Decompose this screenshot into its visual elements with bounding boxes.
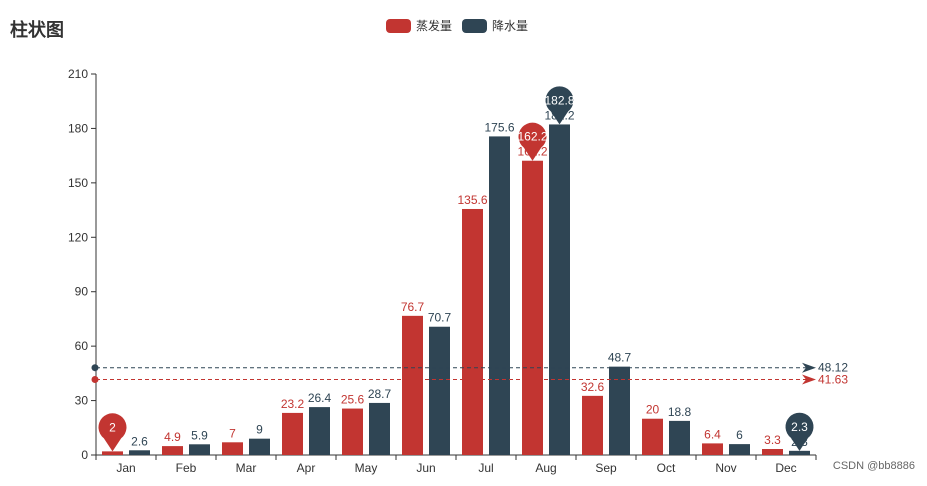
data-label: 70.7 — [428, 311, 452, 325]
x-tick-label: Nov — [715, 461, 736, 475]
data-label: 135.6 — [457, 193, 487, 207]
bar-precipitation — [129, 450, 150, 455]
bar-evaporation — [762, 449, 783, 455]
average-line-label: 48.12 — [818, 361, 848, 375]
bar-precipitation — [489, 136, 510, 455]
watermark: CSDN @bb8886 — [832, 460, 915, 472]
bar-evaporation — [702, 443, 723, 455]
bar-precipitation — [249, 438, 270, 455]
data-label: 18.8 — [668, 405, 692, 419]
bar-evaporation — [462, 208, 483, 455]
legend-item-evaporation[interactable]: 蒸发量 — [386, 17, 452, 34]
average-line-start — [91, 364, 99, 372]
data-label: 76.7 — [401, 300, 425, 314]
x-tick-label: Jun — [416, 461, 435, 475]
data-label: 20 — [646, 403, 660, 417]
data-label: 2.6 — [131, 434, 148, 448]
data-label: 175.6 — [484, 120, 514, 134]
data-label: 48.7 — [608, 351, 632, 365]
legend-swatch-evaporation — [386, 18, 411, 33]
data-label: 6.4 — [704, 427, 721, 441]
data-label: 28.7 — [368, 387, 392, 401]
x-tick-label: Aug — [535, 461, 556, 475]
y-tick-label: 210 — [68, 67, 88, 81]
average-line-label: 41.63 — [818, 372, 848, 386]
bar-precipitation — [789, 450, 810, 455]
data-label: 26.4 — [308, 391, 332, 405]
data-label: 7 — [229, 426, 236, 440]
legend-swatch-precipitation — [462, 18, 488, 33]
chart-legend: 蒸发量 降水量 — [386, 17, 538, 34]
mark-point-pin — [785, 412, 814, 451]
x-tick-label: May — [355, 461, 378, 475]
bar-precipitation — [189, 444, 210, 455]
bar-precipitation — [429, 326, 450, 455]
mark-point-label: 2 — [109, 420, 116, 434]
data-label: 4.9 — [164, 430, 181, 444]
bar-precipitation — [729, 444, 750, 455]
bar-evaporation — [582, 395, 603, 455]
data-label: 25.6 — [341, 393, 365, 407]
legend-label-evaporation: 蒸发量 — [416, 19, 453, 33]
bar-precipitation — [669, 420, 690, 455]
data-label: 23.2 — [281, 397, 305, 411]
x-tick-label: Mar — [236, 461, 257, 475]
data-label: 6 — [736, 428, 743, 442]
average-line-arrow — [802, 374, 816, 385]
mark-point-pin — [518, 122, 547, 161]
legend-label-precipitation: 降水量 — [492, 19, 529, 33]
bar-precipitation — [609, 366, 630, 455]
x-tick-label: Oct — [657, 461, 676, 475]
y-tick-label: 180 — [68, 121, 88, 135]
bar-precipitation — [309, 407, 330, 455]
data-label: 3.3 — [764, 433, 781, 447]
y-tick-label: 120 — [68, 230, 88, 244]
bar-evaporation — [222, 442, 243, 455]
average-line-start — [91, 375, 99, 383]
mark-point-pin — [545, 86, 574, 125]
chart-title: 柱状图 — [10, 20, 64, 40]
y-tick-label: 150 — [68, 176, 88, 190]
mark-point-label: 182.8 — [544, 93, 574, 107]
bar-evaporation — [162, 446, 183, 455]
mark-point-label: 162.2 — [517, 130, 547, 144]
x-tick-label: Feb — [176, 461, 197, 475]
y-tick-label: 0 — [81, 448, 88, 462]
bar-evaporation — [102, 451, 123, 455]
bar-precipitation — [549, 124, 570, 456]
bar-precipitation — [369, 402, 390, 455]
legend-item-precipitation[interactable]: 降水量 — [462, 17, 528, 34]
x-tick-label: Sep — [595, 461, 617, 475]
x-tick-label: Apr — [297, 461, 316, 475]
bar-evaporation — [642, 418, 663, 455]
x-tick-label: Dec — [775, 461, 796, 475]
x-tick-label: Jan — [116, 461, 135, 475]
mark-point-pin — [98, 413, 127, 452]
y-tick-label: 30 — [75, 394, 89, 408]
y-tick-label: 90 — [75, 285, 89, 299]
bar-evaporation — [522, 160, 543, 456]
data-label: 9 — [256, 423, 263, 437]
bar-evaporation — [342, 408, 363, 455]
y-tick-label: 60 — [75, 339, 89, 353]
x-tick-label: Jul — [478, 461, 493, 475]
data-label: 32.6 — [581, 380, 605, 394]
bar-evaporation — [402, 315, 423, 455]
bar-evaporation — [282, 412, 303, 455]
data-label: 5.9 — [191, 428, 208, 442]
average-line-arrow — [802, 362, 816, 373]
mark-point-label: 2.3 — [791, 420, 808, 434]
